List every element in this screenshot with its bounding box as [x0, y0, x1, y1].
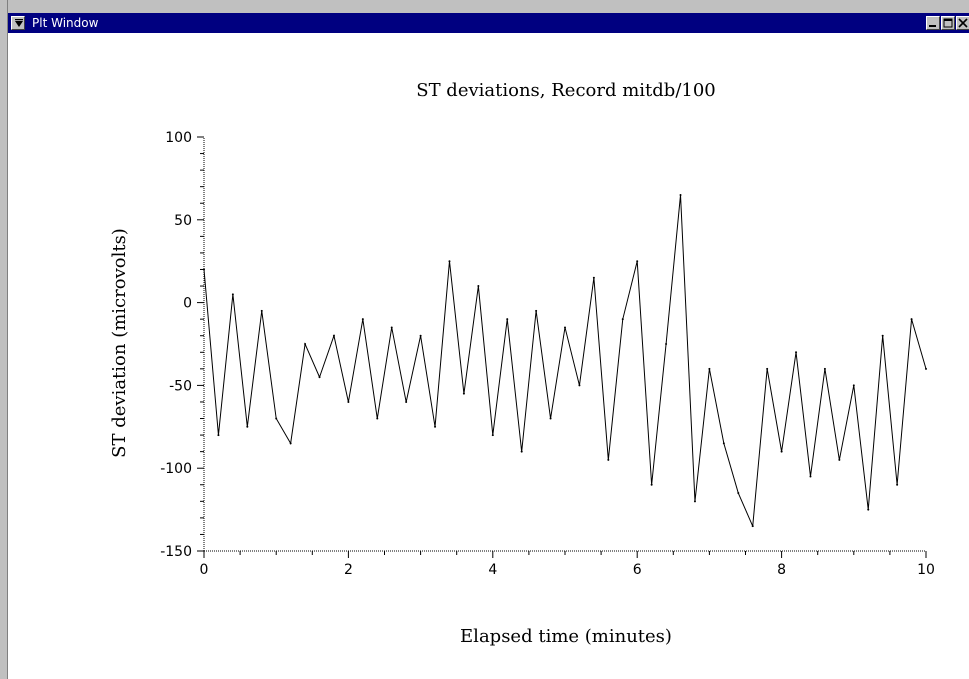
- data-point: [477, 285, 480, 288]
- x-tick-label: 2: [344, 562, 353, 578]
- window-menu-icon[interactable]: [11, 16, 25, 30]
- data-point: [852, 384, 855, 387]
- data-point: [520, 450, 523, 453]
- close-icon[interactable]: [956, 16, 969, 30]
- data-point: [275, 417, 278, 420]
- data-point: [491, 434, 494, 437]
- data-point: [621, 318, 624, 321]
- data-point: [896, 483, 899, 486]
- data-point: [751, 525, 754, 528]
- x-tick-label: 4: [488, 562, 497, 578]
- data-point: [304, 343, 307, 345]
- data-point: [766, 367, 769, 370]
- data-point: [607, 458, 610, 461]
- data-point: [549, 417, 552, 420]
- x-axis-label: Elapsed time (minutes): [460, 626, 672, 647]
- data-point: [665, 343, 668, 345]
- data-point: [708, 367, 711, 370]
- data-point: [405, 400, 408, 403]
- title-bar[interactable]: Plt Window: [8, 13, 969, 33]
- data-point: [217, 434, 220, 437]
- data-point: [780, 450, 783, 453]
- y-tick-label: 0: [183, 296, 192, 312]
- data-point: [419, 334, 422, 337]
- data-point: [679, 193, 682, 196]
- data-point: [867, 508, 870, 511]
- data-point: [881, 334, 884, 337]
- minimize-icon[interactable]: [926, 16, 940, 30]
- data-point: [564, 326, 566, 329]
- data-point: [318, 376, 321, 379]
- data-point: [650, 483, 653, 486]
- x-tick-label: 8: [777, 562, 786, 578]
- y-tick-label: 50: [174, 213, 192, 229]
- data-point: [390, 326, 393, 329]
- data-point: [535, 309, 538, 312]
- window-frame: [0, 0, 8, 679]
- maximize-icon[interactable]: [941, 16, 955, 30]
- x-tick-label: 6: [633, 562, 642, 578]
- data-point: [246, 425, 249, 428]
- y-tick-label: -50: [169, 378, 192, 394]
- data-point: [289, 442, 292, 445]
- y-tick-label: 100: [165, 130, 192, 146]
- data-point: [838, 458, 841, 461]
- chart-title: ST deviations, Record mitdb/100: [416, 80, 716, 101]
- x-tick-label: 0: [200, 562, 209, 578]
- data-point: [925, 367, 927, 370]
- data-point: [910, 318, 913, 321]
- data-point: [376, 417, 379, 420]
- data-point: [722, 442, 725, 445]
- data-point: [434, 425, 437, 428]
- data-point: [347, 400, 350, 403]
- data-point: [506, 318, 509, 321]
- st-deviation-chart: ST deviations, Record mitdb/100 Elapsed …: [109, 80, 935, 647]
- y-axis-label: ST deviation (microvolts): [109, 228, 130, 458]
- data-point: [361, 318, 364, 321]
- data-point: [809, 475, 812, 478]
- plot-area: ST deviations, Record mitdb/100 Elapsed …: [8, 33, 969, 679]
- data-point: [448, 260, 451, 263]
- window-title: Plt Window: [32, 16, 99, 30]
- data-point: [231, 293, 234, 296]
- data-point: [693, 500, 696, 503]
- data-point: [823, 367, 826, 370]
- data-point: [260, 309, 263, 312]
- data-point: [592, 276, 595, 279]
- st-deviation-series-line: [203, 194, 927, 527]
- data-point: [737, 492, 740, 495]
- data-point: [636, 260, 639, 263]
- data-point: [795, 351, 798, 354]
- data-point: [462, 392, 465, 395]
- data-point: [578, 384, 581, 387]
- y-tick-label: -100: [160, 461, 192, 477]
- y-tick-label: -150: [160, 544, 192, 560]
- data-point: [332, 334, 335, 337]
- data-point: [203, 268, 205, 271]
- x-tick-label: 10: [917, 562, 935, 578]
